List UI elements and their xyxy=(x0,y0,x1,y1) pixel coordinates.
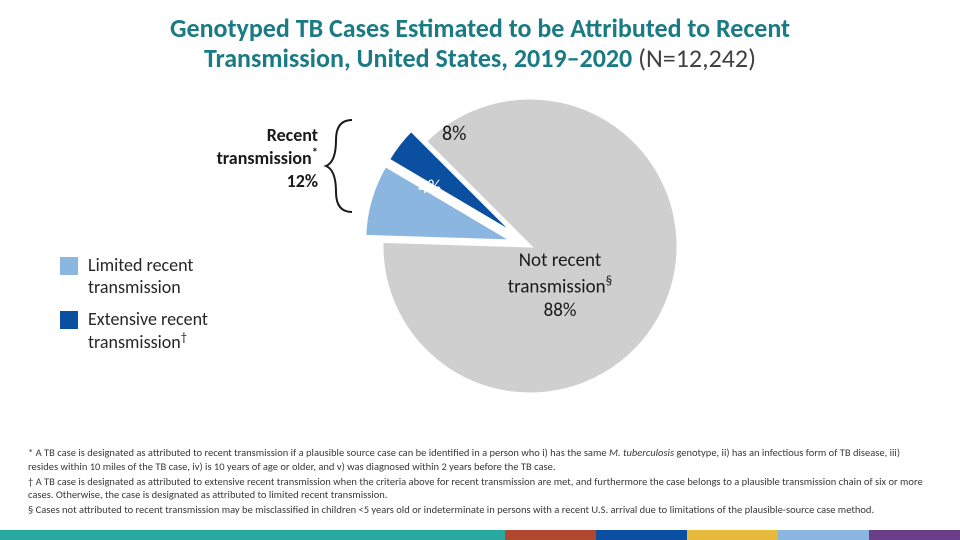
chart-area: Recent transmission* 12% 8% 4% Not recen… xyxy=(0,74,960,404)
pie-slice xyxy=(382,98,678,394)
title-line1: Genotyped TB Cases Estimated to be Attri… xyxy=(170,12,790,44)
accent-segment xyxy=(596,530,687,540)
accent-segment xyxy=(778,530,869,540)
swatch-limited xyxy=(60,257,78,275)
accent-segment xyxy=(0,530,505,540)
slice-label-4pct: 4% xyxy=(418,176,441,200)
bottom-accent-bar xyxy=(0,530,960,540)
accent-segment xyxy=(869,530,960,540)
footnote-dagger: † A TB case is designated as attributed … xyxy=(28,475,932,501)
legend: Limited recent transmission Extensive re… xyxy=(60,254,280,363)
center-label-not-recent: Not recent transmission§ 88% xyxy=(460,249,660,323)
legend-item-extensive: Extensive recent transmission† xyxy=(60,308,280,353)
slice-label-8pct: 8% xyxy=(442,122,466,147)
legend-label-limited: Limited recent transmission xyxy=(88,254,280,298)
title-line2-main: Transmission, United States, 2019–2020 xyxy=(204,42,638,74)
footnote-section: § Cases not attributed to recent transmi… xyxy=(28,503,932,516)
accent-segment xyxy=(505,530,596,540)
legend-item-limited: Limited recent transmission xyxy=(60,254,280,298)
callout-recent-transmission: Recent transmission* 12% xyxy=(158,124,318,193)
chart-title: Genotyped TB Cases Estimated to be Attri… xyxy=(0,0,960,74)
footnote-star: * A TB case is designated as attributed … xyxy=(28,446,932,472)
accent-segment xyxy=(687,530,778,540)
title-line2-sub: (N=12,242) xyxy=(638,42,756,74)
pie-svg xyxy=(360,86,700,406)
swatch-extensive xyxy=(60,311,78,329)
footnotes: * A TB case is designated as attributed … xyxy=(28,446,932,518)
brace-icon xyxy=(322,116,362,216)
legend-label-extensive: Extensive recent transmission† xyxy=(88,308,280,353)
